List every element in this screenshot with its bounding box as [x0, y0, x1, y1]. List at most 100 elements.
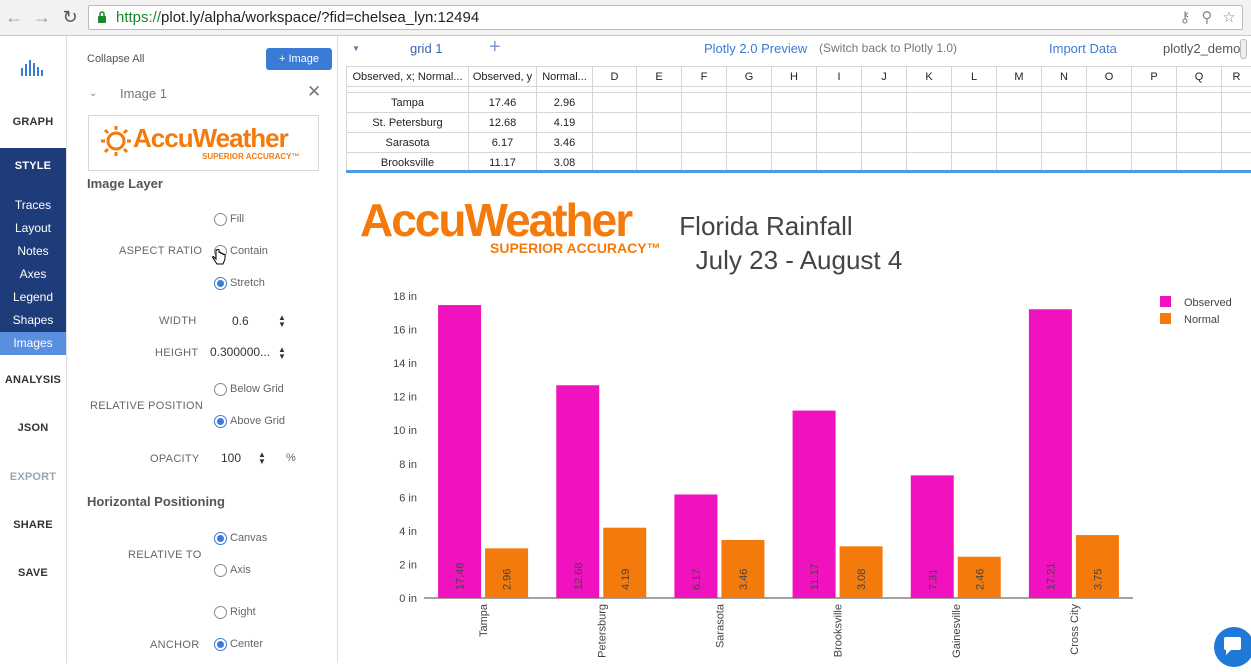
- relative-canvas-radio[interactable]: [214, 532, 227, 545]
- grid-cell[interactable]: [817, 113, 862, 133]
- grid-cell[interactable]: [907, 133, 952, 153]
- grid-cell[interactable]: [817, 133, 862, 153]
- grid-cell[interactable]: [1222, 113, 1251, 133]
- grid-header-cell[interactable]: F: [682, 67, 727, 87]
- nav-share[interactable]: SHARE: [0, 519, 66, 531]
- grid-cell[interactable]: [907, 113, 952, 133]
- grid-header-cell[interactable]: D: [593, 67, 637, 87]
- nav-graph[interactable]: GRAPH: [0, 116, 66, 128]
- grid-cell[interactable]: 3.46: [537, 133, 593, 153]
- grid-tab[interactable]: grid 1: [410, 41, 443, 56]
- zoom-icon[interactable]: ⚲: [1198, 9, 1216, 27]
- grid-header-cell[interactable]: K: [907, 67, 952, 87]
- grid-cell[interactable]: [593, 133, 637, 153]
- opacity-stepper[interactable]: ▲▼: [258, 451, 266, 465]
- grid-cell[interactable]: [1177, 133, 1222, 153]
- grid-header-cell[interactable]: O: [1087, 67, 1132, 87]
- height-stepper[interactable]: ▲▼: [278, 346, 286, 360]
- above-grid-radio[interactable]: [214, 415, 227, 428]
- key-icon[interactable]: ⚷: [1176, 9, 1194, 27]
- grid-cell[interactable]: St. Petersburg: [347, 113, 469, 133]
- height-input[interactable]: 0.300000...: [210, 345, 270, 359]
- grid-cell[interactable]: [1087, 113, 1132, 133]
- chevron-down-icon[interactable]: ⌄: [89, 88, 97, 99]
- anchor-right-radio[interactable]: [214, 606, 227, 619]
- grid-header-cell[interactable]: P: [1132, 67, 1177, 87]
- grid-header-cell[interactable]: Normal...: [537, 67, 593, 87]
- image-title[interactable]: Image 1: [120, 86, 167, 101]
- grid-cell[interactable]: [1132, 113, 1177, 133]
- nav-layout[interactable]: Layout: [0, 217, 66, 240]
- import-data-link[interactable]: Import Data: [1049, 41, 1117, 56]
- grid-cell[interactable]: [997, 113, 1042, 133]
- nav-json[interactable]: JSON: [0, 422, 66, 434]
- grid-cell[interactable]: [682, 113, 727, 133]
- add-grid-button[interactable]: +: [489, 36, 501, 59]
- grid-header-cell[interactable]: M: [997, 67, 1042, 87]
- forward-arrow-icon[interactable]: →: [32, 7, 52, 27]
- nav-export[interactable]: EXPORT: [0, 471, 66, 483]
- close-icon[interactable]: ✕: [307, 82, 321, 102]
- grid-cell[interactable]: [907, 93, 952, 113]
- grid-cell[interactable]: [1222, 133, 1251, 153]
- grid-cell[interactable]: [637, 113, 682, 133]
- grid-cell[interactable]: [817, 93, 862, 113]
- opacity-input[interactable]: 100: [221, 451, 241, 465]
- grid-cell[interactable]: [727, 133, 772, 153]
- grid-cell[interactable]: [997, 133, 1042, 153]
- grid-header-cell[interactable]: G: [727, 67, 772, 87]
- grid-cell[interactable]: [1087, 93, 1132, 113]
- grid-cell[interactable]: Sarasota: [347, 133, 469, 153]
- grid-cell[interactable]: Tampa: [347, 93, 469, 113]
- grid-cell[interactable]: [593, 113, 637, 133]
- grid-menu-caret-icon[interactable]: ▼: [352, 44, 360, 53]
- grid-cell[interactable]: [1042, 113, 1087, 133]
- grid-cell[interactable]: [862, 93, 907, 113]
- grid-cell[interactable]: [862, 133, 907, 153]
- relative-axis-radio[interactable]: [214, 564, 227, 577]
- grid-cell[interactable]: [1042, 133, 1087, 153]
- nav-axes[interactable]: Axes: [0, 263, 66, 286]
- grid-header-cell[interactable]: E: [637, 67, 682, 87]
- grid-scrollbar[interactable]: [1240, 39, 1247, 59]
- address-bar[interactable]: https://plot.ly/alpha/workspace/?fid=che…: [88, 5, 1243, 30]
- grid-cell[interactable]: [997, 93, 1042, 113]
- grid-cell[interactable]: [682, 93, 727, 113]
- anchor-center-radio[interactable]: [214, 638, 227, 651]
- legend-label-normal[interactable]: Normal: [1184, 314, 1219, 326]
- nav-shapes[interactable]: Shapes: [0, 309, 66, 332]
- grid-cell[interactable]: [772, 113, 817, 133]
- add-image-button[interactable]: + Image: [266, 48, 332, 70]
- chat-bubble-icon[interactable]: [1214, 627, 1251, 667]
- grid-cell[interactable]: [772, 93, 817, 113]
- grid-cell[interactable]: [1132, 93, 1177, 113]
- grid-header-cell[interactable]: Observed, y: [469, 67, 537, 87]
- nav-analysis[interactable]: ANALYSIS: [0, 374, 66, 386]
- grid-cell[interactable]: [1087, 133, 1132, 153]
- aspect-stretch-radio[interactable]: [214, 277, 227, 290]
- collapse-all-link[interactable]: Collapse All: [87, 53, 144, 65]
- nav-style[interactable]: STYLE: [0, 160, 66, 172]
- grid-cell[interactable]: 4.19: [537, 113, 593, 133]
- preview-link[interactable]: Plotly 2.0 Preview: [704, 41, 807, 56]
- grid-cell[interactable]: [862, 113, 907, 133]
- star-icon[interactable]: ☆: [1220, 9, 1238, 27]
- below-grid-radio[interactable]: [214, 383, 227, 396]
- grid-cell[interactable]: [952, 133, 997, 153]
- legend-swatch-observed[interactable]: [1160, 296, 1171, 307]
- grid-cell[interactable]: 12.68: [469, 113, 537, 133]
- back-arrow-icon[interactable]: ←: [4, 7, 24, 27]
- legend-swatch-normal[interactable]: [1160, 313, 1171, 324]
- grid-cell[interactable]: 6.17: [469, 133, 537, 153]
- grid-header-cell[interactable]: J: [862, 67, 907, 87]
- grid-cell[interactable]: [952, 93, 997, 113]
- grid-cell[interactable]: [1177, 113, 1222, 133]
- grid-header-cell[interactable]: Observed, x; Normal...: [347, 67, 469, 87]
- grid-cell[interactable]: 17.46: [469, 93, 537, 113]
- grid-header-cell[interactable]: I: [817, 67, 862, 87]
- reload-icon[interactable]: ↻: [60, 7, 80, 27]
- grid-cell[interactable]: [1177, 93, 1222, 113]
- grid-cell[interactable]: [727, 93, 772, 113]
- switch-back-link[interactable]: (Switch back to Plotly 1.0): [819, 41, 957, 55]
- grid-header-cell[interactable]: H: [772, 67, 817, 87]
